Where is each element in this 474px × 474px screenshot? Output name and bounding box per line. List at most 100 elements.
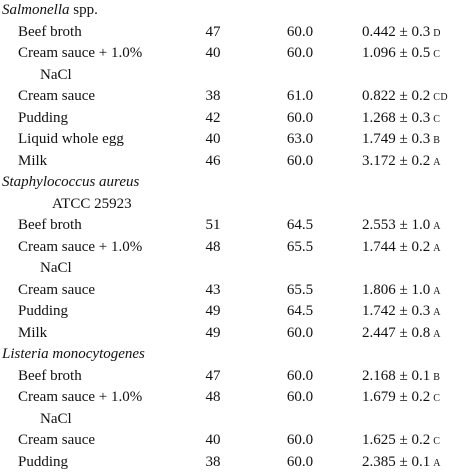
cell-value: 1.096 ± 0.5 C [362, 43, 440, 65]
cell-value: 1.742 ± 0.3 A [362, 301, 441, 323]
value: 0.822 ± 0.2 [362, 88, 431, 104]
cell-temp: 65.5 [286, 281, 314, 298]
food: NaCl [40, 66, 72, 83]
cell-n: 40 [205, 432, 221, 448]
cell-n: 49 [205, 324, 221, 341]
cell-n: 43 [205, 281, 221, 298]
cell-temp: 60.0 [286, 23, 314, 40]
value: 1.625 ± 0.2 [362, 432, 431, 448]
cell-temp: 60.0 [286, 152, 314, 169]
organism-suffix: spp. [73, 2, 98, 18]
cell-temp: 60.0 [286, 367, 314, 384]
food: Cream sauce + 1.0% [18, 389, 143, 405]
organism-heading: Salmonella spp. [2, 0, 98, 20]
cell-temp: 60.0 [286, 109, 314, 126]
cell-value: 2.385 ± 0.1 A [362, 452, 441, 474]
organism-name: Staphylococcus aureus [2, 174, 140, 190]
cell-n: 51 [205, 217, 221, 233]
organism-heading: Listeria monocytogenes [2, 344, 145, 364]
cell-n: 48 [205, 238, 221, 255]
cell-n: 49 [205, 303, 221, 319]
letter: A [433, 328, 441, 340]
organism-name: Listeria monocytogenes [2, 346, 145, 362]
food: NaCl [40, 410, 72, 427]
cell-value: 1.806 ± 1.0 A [362, 280, 441, 302]
cell-n: 38 [205, 453, 221, 470]
cell-value: 1.744 ± 0.2 A [362, 237, 441, 259]
cell-temp: 64.5 [286, 303, 314, 319]
cell-temp: 64.5 [286, 217, 314, 233]
value: 0.442 ± 0.3 [362, 23, 431, 40]
cell-temp: 63.0 [286, 131, 314, 147]
food: Liquid whole egg [18, 131, 124, 147]
food: Pudding [18, 303, 69, 319]
letter: A [433, 242, 441, 254]
letter: B [433, 371, 441, 383]
food: NaCl [40, 260, 72, 276]
value: 3.172 ± 0.2 [362, 152, 431, 169]
food: Beef broth [18, 217, 82, 233]
value: 1.744 ± 0.2 [362, 238, 431, 255]
organism-name: Salmonella [2, 2, 70, 18]
cell-value: 1.268 ± 0.3 C [362, 108, 440, 130]
letter: A [433, 221, 441, 232]
value: 1.096 ± 0.5 [362, 45, 431, 61]
letter: A [433, 156, 441, 168]
letter: C [433, 49, 441, 60]
value: 2.447 ± 0.8 [362, 324, 431, 341]
food: Cream sauce + 1.0% [18, 238, 143, 255]
letter: A [433, 457, 441, 469]
food: Milk [18, 324, 48, 341]
cell-value: 2.168 ± 0.1 B [362, 366, 440, 388]
letter: C [433, 436, 441, 447]
letter: A [433, 307, 441, 318]
letter: C [433, 393, 441, 404]
organism-heading: Staphylococcus aureus [2, 172, 139, 192]
food: Cream sauce + 1.0% [18, 45, 143, 61]
value: 1.806 ± 1.0 [362, 281, 431, 298]
cell-value: 2.553 ± 1.0 A [362, 215, 441, 237]
value: 1.749 ± 0.3 [362, 131, 431, 147]
food: Cream sauce [18, 88, 96, 104]
letter: CD [433, 92, 449, 103]
cell-value: 1.679 ± 0.2 C [362, 387, 440, 409]
cell-temp: 60.0 [286, 45, 314, 61]
cell-n: 40 [205, 131, 221, 147]
cell-temp: 65.5 [286, 238, 314, 255]
food: Beef broth [18, 23, 82, 40]
cell-n: 46 [205, 152, 221, 169]
strain: ATCC 25923 [52, 195, 132, 212]
cell-value: 3.172 ± 0.2 A [362, 151, 441, 173]
cell-n: 48 [205, 389, 221, 405]
food: Pudding [18, 453, 69, 470]
cell-temp: 60.0 [286, 324, 314, 341]
cell-n: 47 [205, 367, 221, 384]
letter: B [433, 135, 441, 146]
cell-value: 0.442 ± 0.3 D [362, 22, 441, 44]
cell-value: 1.749 ± 0.3 B [362, 129, 440, 151]
cell-value: 0.822 ± 0.2 CD [362, 86, 448, 108]
value: 1.742 ± 0.3 [362, 303, 431, 319]
letter: C [433, 113, 441, 125]
value: 2.385 ± 0.1 [362, 453, 431, 470]
food: Cream sauce [18, 432, 96, 448]
food: Cream sauce [18, 281, 96, 298]
cell-n: 38 [205, 88, 221, 104]
cell-temp: 60.0 [286, 432, 314, 448]
cell-temp: 61.0 [286, 88, 314, 104]
cell-n: 42 [205, 109, 221, 126]
letter: D [433, 27, 441, 39]
food: Beef broth [18, 367, 82, 384]
cell-temp: 60.0 [286, 389, 314, 405]
value: 2.553 ± 1.0 [362, 217, 431, 233]
cell-value: 1.625 ± 0.2 C [362, 430, 440, 452]
food: Pudding [18, 109, 69, 126]
value: 1.679 ± 0.2 [362, 389, 431, 405]
food: Milk [18, 152, 48, 169]
cell-temp: 60.0 [286, 453, 314, 470]
cell-n: 40 [205, 45, 221, 61]
letter: A [433, 285, 441, 297]
cell-value: 2.447 ± 0.8 A [362, 323, 441, 345]
cell-n: 47 [205, 23, 221, 40]
